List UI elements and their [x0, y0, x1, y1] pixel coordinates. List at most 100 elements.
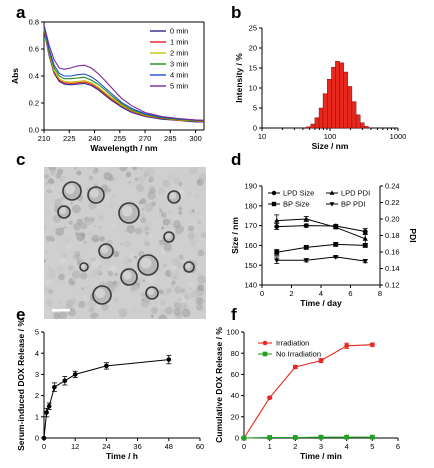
data-point-No-Irradiation	[318, 434, 324, 440]
micrograph-texture	[100, 167, 106, 170]
micrograph-texture	[80, 195, 83, 198]
micrograph-texture	[164, 306, 173, 315]
micrograph-texture	[54, 193, 57, 196]
tem-micrograph	[44, 167, 206, 319]
x-tick-label-b: 1000	[390, 132, 407, 141]
micrograph-texture	[45, 209, 52, 216]
x-tick-label-e: 48	[165, 442, 173, 451]
micrograph-texture	[44, 174, 49, 179]
micrograph-texture	[98, 226, 102, 229]
micrograph-texture	[178, 206, 183, 211]
micrograph-texture	[138, 200, 143, 205]
data-point-BP-PDI	[274, 258, 280, 264]
x-tick-label-d: 8	[378, 289, 382, 298]
micrograph-texture	[55, 227, 64, 236]
micrograph-texture	[165, 288, 172, 294]
micrograph-texture	[111, 167, 119, 173]
micrograph-texture	[196, 212, 200, 215]
data-point-BP-Size	[274, 249, 280, 255]
y-axis-label-f: Cumulative DOX Release / %	[214, 327, 224, 443]
micrograph-texture	[142, 205, 147, 210]
y-tick-label-f: 20	[231, 412, 239, 421]
micrograph-texture	[105, 194, 110, 200]
x-tick-label-d: 2	[289, 289, 293, 298]
micrograph-texture	[147, 301, 151, 305]
y-tick-label-f: 80	[231, 349, 239, 358]
legend-marker-d	[271, 190, 277, 196]
panel-letter-d: d	[231, 150, 241, 169]
y-tick-label-a: 0.8	[29, 18, 39, 27]
micrograph-texture	[87, 299, 97, 309]
data-point-No-Irradiation	[241, 435, 247, 441]
micrograph-texture	[73, 222, 82, 231]
series-line-BP-PDI	[276, 256, 366, 262]
micrograph-texture	[111, 194, 115, 198]
micrograph-texture	[165, 218, 172, 225]
y-tick-label-a: 0.0	[29, 126, 39, 135]
micrograph-texture	[195, 238, 199, 242]
micrograph-texture	[44, 287, 50, 294]
micrograph-texture	[197, 284, 204, 292]
data-point-No-Irradiation	[344, 434, 350, 440]
micrograph-texture	[182, 180, 191, 188]
x-tick-label-e: 60	[196, 442, 204, 451]
micrograph-texture	[61, 236, 69, 244]
y2-tick-label-d: 0.18	[385, 231, 400, 240]
micrograph-texture	[153, 301, 157, 305]
x-tick-label-e: 24	[102, 442, 110, 451]
x-tick-label-a: 225	[63, 134, 76, 143]
micrograph-texture	[161, 256, 165, 260]
legend-label-a: 5 min	[170, 82, 188, 91]
micrograph-texture	[133, 255, 138, 259]
x-axis-label-e: Time / h	[106, 451, 138, 461]
data-point-No-Irradiation	[267, 435, 273, 440]
micrograph-texture	[49, 281, 54, 286]
micrograph-texture	[58, 273, 65, 281]
chart-layer: 210 225 240 255 270 285 3000.00.20.40.60.8Wave…	[10, 18, 418, 461]
vesicle-core	[140, 257, 152, 269]
micrograph-texture	[68, 173, 76, 181]
micrograph-texture	[167, 173, 175, 180]
micrograph-texture	[141, 208, 144, 211]
scale-bar	[52, 309, 70, 312]
y-tick-label-e: 1	[35, 412, 39, 421]
histogram-bar	[327, 78, 332, 129]
histogram-bar	[347, 86, 353, 129]
spectrum-line-0-min	[43, 29, 204, 123]
micrograph-texture	[67, 292, 74, 299]
spectrum-line-5-min	[43, 24, 205, 121]
micrograph-texture	[115, 190, 118, 193]
x-tick-label-a: 285	[164, 134, 177, 143]
data-point-e	[52, 384, 57, 390]
y-axis-label-a: Abs	[10, 68, 20, 84]
y-tick-label-b: 0	[253, 124, 257, 133]
micrograph-texture	[197, 185, 206, 195]
micrograph-texture	[167, 210, 171, 215]
micrograph-texture	[158, 289, 164, 295]
micrograph-texture	[44, 224, 47, 230]
data-point-BP-Size	[362, 243, 368, 248]
micrograph-texture	[187, 191, 192, 196]
histogram-bar	[355, 114, 361, 129]
micrograph-texture	[126, 224, 136, 234]
legend-label-a: 0 min	[170, 27, 188, 36]
micrograph-texture	[151, 306, 159, 314]
micrograph-texture	[158, 239, 165, 246]
x-tick-label-b: 100	[324, 132, 337, 141]
x-axis-label-d: Time / day	[300, 298, 342, 308]
micrograph-texture	[80, 222, 88, 230]
micrograph-texture	[187, 232, 195, 240]
x-tick-label-f: 3	[319, 442, 323, 451]
micrograph-texture	[94, 167, 99, 172]
y-tick-label-e: 5	[35, 328, 39, 337]
micrograph-texture	[159, 209, 163, 214]
micrograph-texture	[49, 235, 55, 241]
micrograph-texture	[134, 177, 139, 182]
micrograph-texture	[132, 188, 138, 194]
micrograph-texture	[101, 303, 109, 311]
y-tick-label-f: 60	[231, 370, 239, 379]
data-point-e	[46, 403, 52, 409]
micrograph-texture	[178, 210, 183, 215]
x-tick-label-f: 0	[242, 442, 246, 451]
micrograph-texture	[126, 187, 134, 194]
